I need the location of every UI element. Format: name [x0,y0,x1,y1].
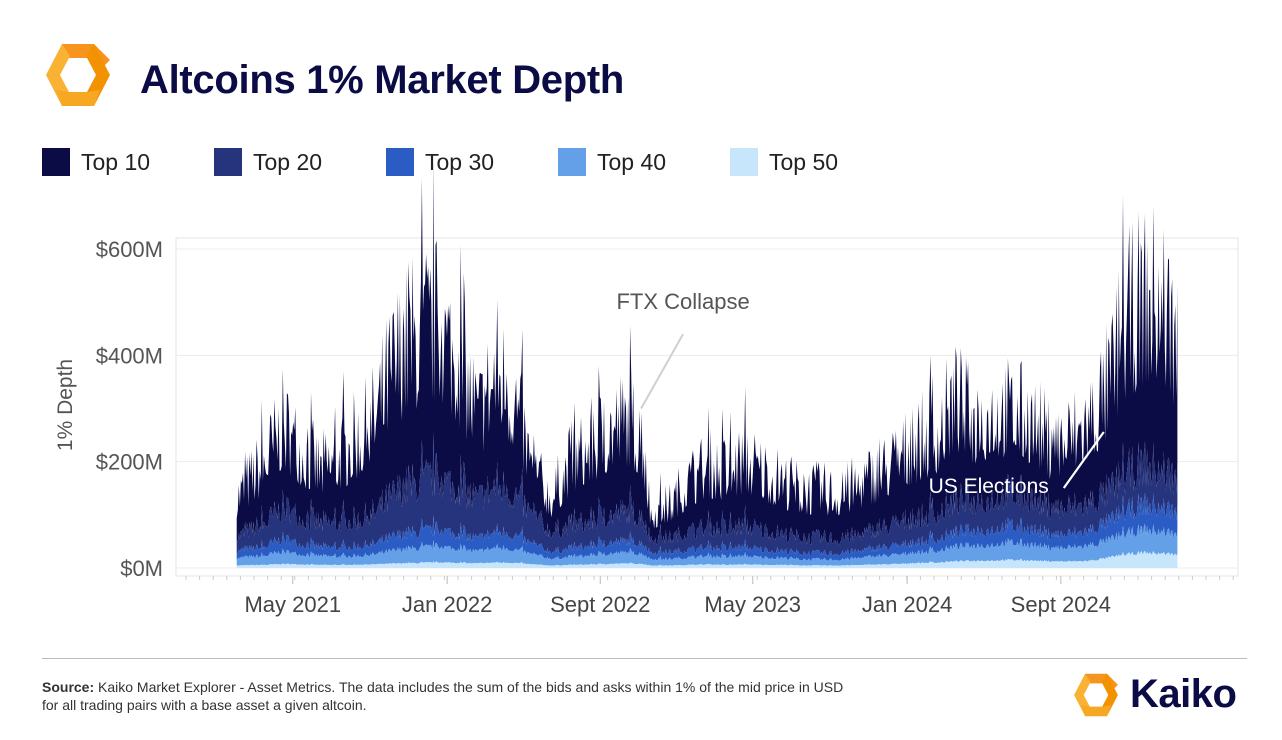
source-label: Source: [42,679,95,695]
area-top-20 [236,431,1178,556]
y-tick-label: $600M [96,237,163,262]
legend-swatch-top-10 [42,148,70,176]
election-annotation-leader [1062,431,1105,489]
legend-label-top-30: Top 30 [425,149,495,175]
election-annotation-label: US Elections [929,475,1049,498]
y-tick-label: $400M [96,343,163,368]
legend-label-top-40: Top 40 [597,149,667,175]
footer-divider [42,658,1247,659]
area-top-30 [236,492,1178,561]
y-tick-label: $0M [120,556,163,581]
page-title: Altcoins 1% Market Depth [140,58,625,102]
market-depth-chart: $0M $200M $400M $600M 1% Depth May 2021 Jan 20… [54,160,1239,617]
x-tick-label: Jan 2022 [402,592,493,617]
x-tick-label: Jan 2024 [862,592,953,617]
x-tick-label: Sept 2022 [550,592,650,617]
kaiko-logo-icon [46,44,110,106]
source-note: Source: Kaiko Market Explorer - Asset Me… [42,678,1002,714]
legend-swatch-top-50 [730,148,758,176]
source-text: Kaiko Market Explorer - Asset Metrics. T… [98,679,844,695]
plot-frame [175,237,1239,577]
chart-areas [236,160,1178,568]
legend-label-top-10: Top 10 [81,149,151,175]
ftx-annotation-label: FTX Collapse [616,289,749,314]
area-top-40 [236,523,1178,566]
source-text-line-2: for all trading pairs with a base asset … [42,697,367,713]
legend-label-top-50: Top 50 [769,149,839,175]
area-top-10 [236,160,1178,545]
legend-swatch-top-30 [386,148,414,176]
x-tick-label: Sept 2024 [1011,592,1111,617]
x-tick-label: May 2021 [244,592,341,617]
x-tick-label: May 2023 [704,592,801,617]
legend-label-top-20: Top 20 [253,149,323,175]
area-top-50 [236,550,1178,568]
brand-name: Kaiko [1130,672,1237,716]
y-tick-label: $200M [96,450,163,475]
kaiko-brand: Kaiko [1070,670,1260,720]
y-axis-label: 1% Depth [54,359,77,451]
kaiko-brand-icon [1074,673,1118,717]
chart-axes: $0M $200M $400M $600M 1% Depth May 2021 Jan 20… [54,237,1234,617]
chart-annotations: FTX Collapse US Elections [616,289,1105,498]
legend-swatch-top-40 [558,148,586,176]
ftx-annotation-leader [640,333,684,409]
legend-swatch-top-20 [214,148,242,176]
